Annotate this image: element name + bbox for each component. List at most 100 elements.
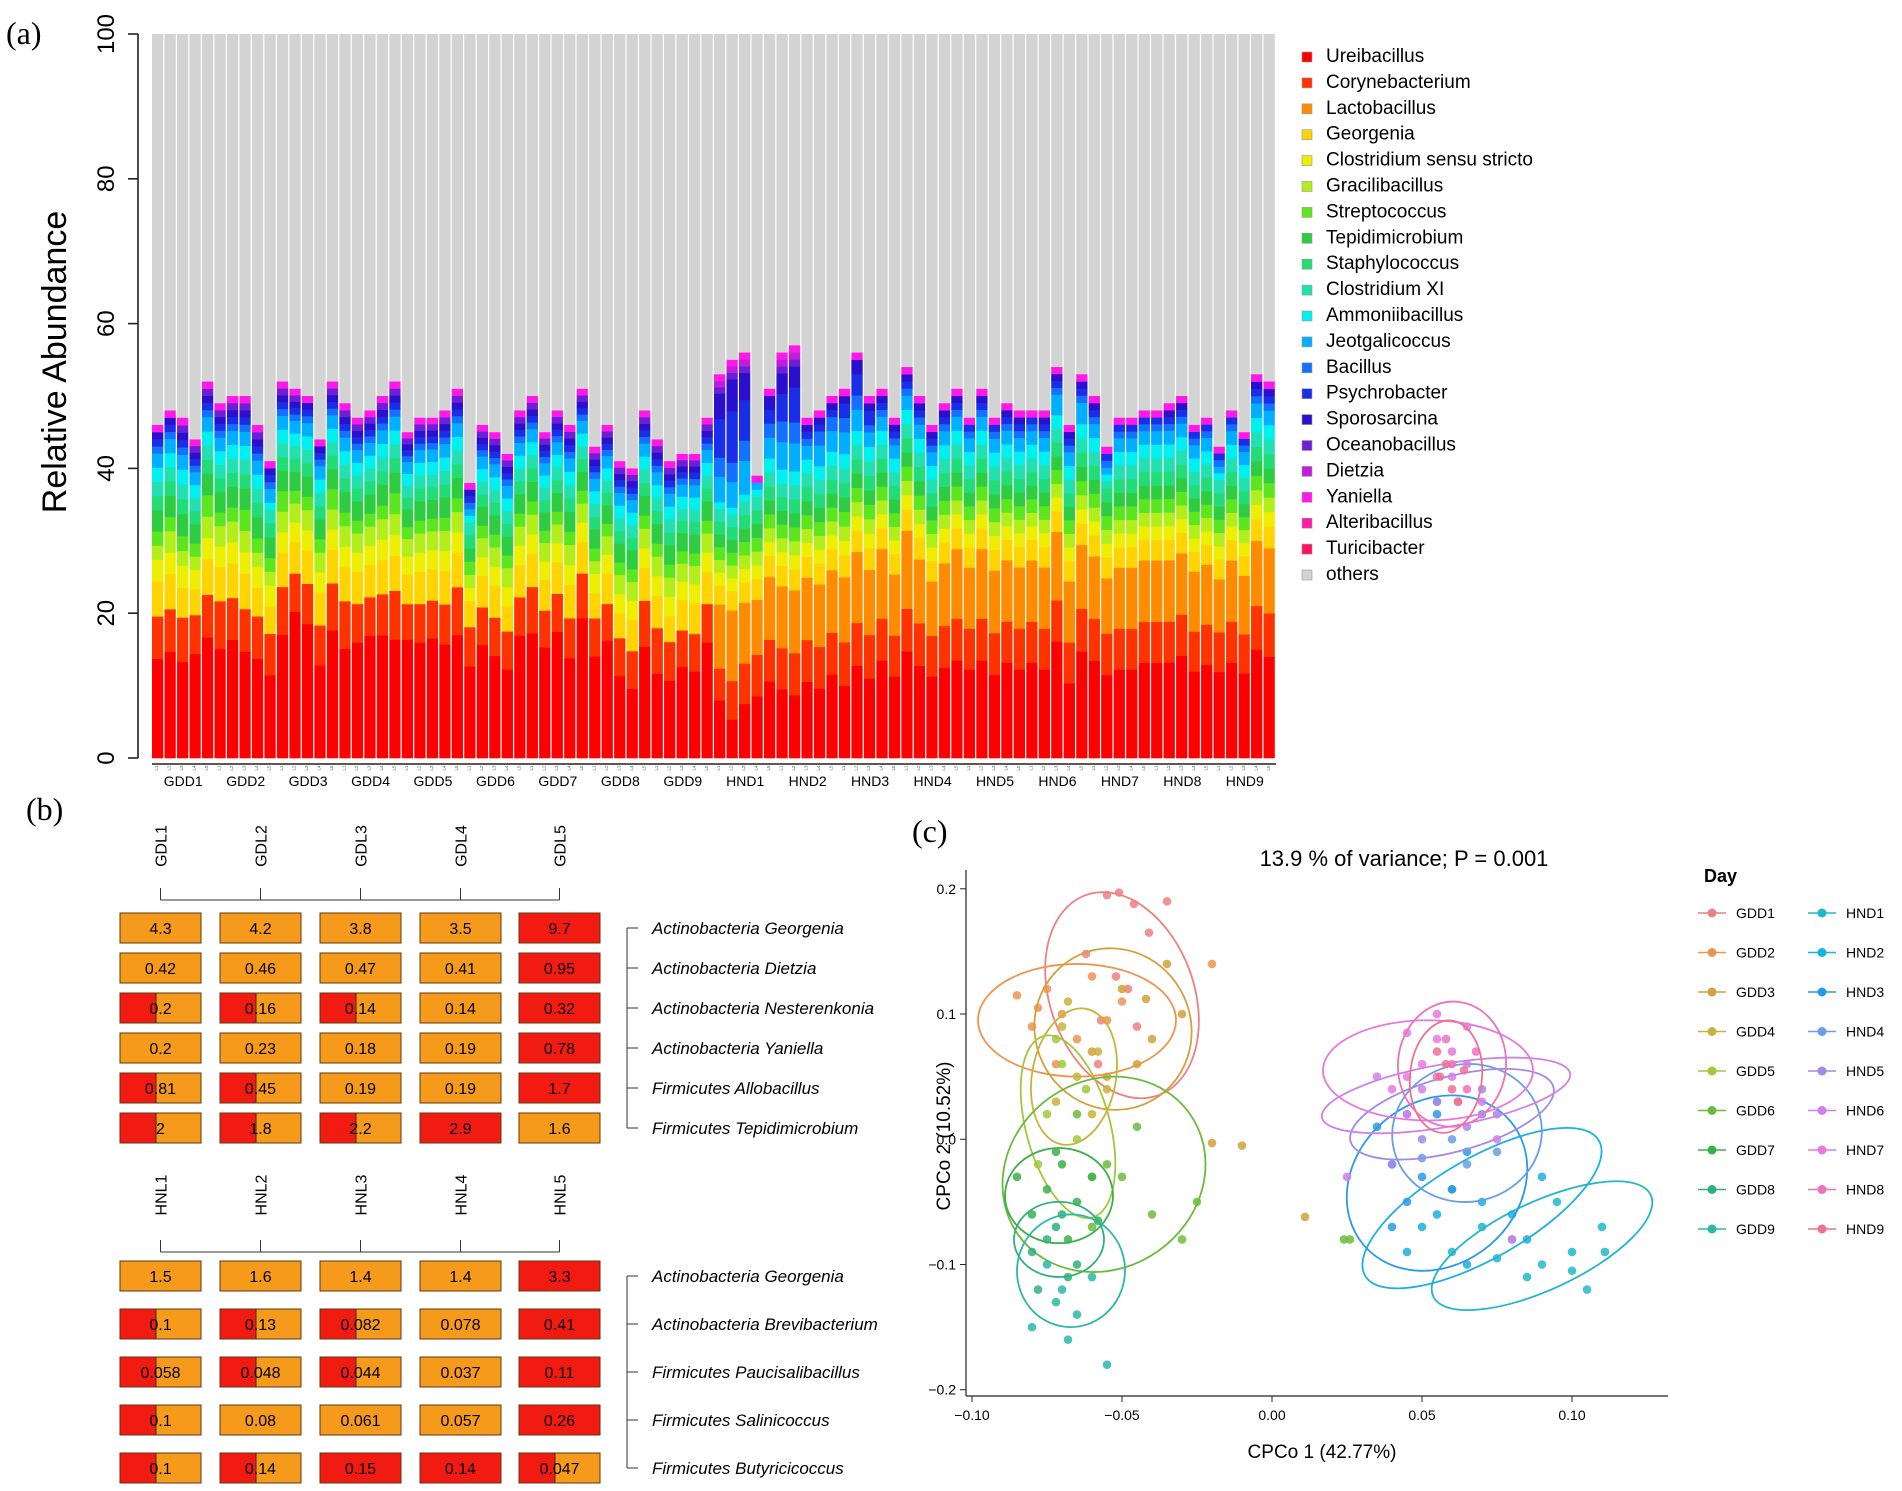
bar-segment — [264, 461, 276, 469]
x-sub-tick-label: L1 — [779, 765, 784, 771]
bar-segment — [763, 500, 776, 515]
data-point-hnd7 — [1447, 1047, 1457, 1056]
panel-c-x-label: CPCo 1 (42.77%) — [1248, 1442, 1397, 1463]
bar-segment — [364, 481, 376, 495]
bar-segment — [526, 632, 538, 759]
x-sub-tick-label: L3 — [866, 765, 871, 771]
heatmap-value: 1.7 — [548, 1081, 570, 1098]
data-point-hnd8 — [1447, 1059, 1457, 1069]
x-sub-tick-label: L3 — [1241, 765, 1246, 771]
bar-segment — [701, 552, 713, 573]
bar-segment — [738, 528, 751, 543]
bar-segment — [226, 396, 239, 404]
bar-segment — [801, 542, 813, 557]
bar-segment — [1251, 490, 1263, 505]
x-sub-tick-label: L1 — [404, 765, 409, 771]
bar-segment — [626, 468, 638, 475]
legend-swatch — [1301, 388, 1313, 400]
bar-segment — [564, 584, 576, 619]
bar-segment — [988, 535, 1001, 550]
bar-segment — [239, 509, 251, 532]
bar-segment-others — [576, 34, 588, 389]
bar-segment — [401, 509, 414, 528]
heatmap-column-label: HNL4 — [454, 1174, 471, 1215]
data-point-hnd6 — [1447, 1072, 1457, 1081]
heatmap-value: 0.42 — [145, 961, 176, 978]
x-group-label: HND5 — [976, 773, 1014, 789]
bar-segment — [614, 638, 626, 677]
x-sub-tick-label: L3 — [491, 765, 496, 771]
bar-segment — [963, 424, 976, 432]
bar-segment — [664, 486, 676, 494]
bar-segment — [326, 509, 339, 530]
bar-segment-others — [801, 34, 813, 418]
x-group-label: GDD4 — [351, 773, 390, 789]
x-sub-tick-label: L1 — [904, 765, 909, 771]
bar-segment — [1088, 402, 1100, 411]
data-point-gdd7 — [1027, 1210, 1037, 1219]
bar-segment — [201, 594, 214, 638]
bar-segment — [863, 461, 876, 476]
bar-segment — [1051, 600, 1063, 642]
bar-segment — [489, 502, 501, 516]
bar-segment — [364, 635, 376, 759]
bar-segment-others — [963, 34, 976, 418]
bar-segment — [589, 592, 601, 619]
bar-segment — [489, 489, 501, 503]
bar-segment — [1026, 458, 1038, 473]
x-sub-tick-label: L4 — [941, 765, 946, 771]
bar-segment — [152, 559, 164, 582]
bar-segment — [226, 402, 239, 411]
bar-segment — [201, 473, 214, 496]
bar-segment — [1151, 410, 1163, 418]
bar-segment — [364, 429, 376, 437]
bar-segment — [476, 506, 488, 526]
bar-segment — [726, 481, 738, 508]
bar-segment — [1226, 424, 1238, 432]
legend-key-dot — [1817, 1066, 1827, 1076]
bar-segment — [963, 533, 976, 548]
bar-segment — [589, 561, 601, 575]
bar-segment — [239, 403, 251, 411]
bar-segment — [514, 468, 526, 482]
bar-segment — [976, 514, 988, 529]
bar-segment — [1163, 430, 1175, 445]
bar-segment — [826, 674, 838, 759]
bar-segment-others — [1238, 34, 1250, 433]
x-sub-tick-label: L2 — [1103, 765, 1108, 771]
bar-segment-others — [389, 34, 401, 382]
heatmap-column-label: GDL3 — [354, 825, 371, 867]
bar-segment — [1026, 662, 1038, 759]
data-point-hnd7 — [1432, 1034, 1442, 1044]
bar-segment — [988, 674, 1001, 759]
bar-segment — [938, 444, 951, 460]
bar-segment — [888, 553, 901, 575]
bar-segment — [976, 618, 988, 661]
heatmap-cell — [119, 952, 202, 984]
bar-segment — [451, 450, 464, 465]
bar-segment — [1126, 492, 1138, 507]
bar-segment — [501, 466, 513, 474]
bar-segment — [439, 497, 451, 518]
bar-segment — [951, 500, 963, 515]
bar-segment — [888, 526, 901, 541]
data-point-hnd7 — [1387, 1084, 1397, 1094]
bar-segment-others — [876, 34, 888, 389]
bar-segment — [813, 563, 826, 585]
bar-segment — [376, 416, 389, 424]
bar-segment — [826, 479, 838, 494]
heatmap-cell — [319, 952, 402, 984]
bar-segment — [1076, 374, 1088, 382]
bar-segment — [888, 424, 901, 432]
bar-segment — [888, 417, 901, 425]
bar-segment — [589, 491, 601, 505]
bar-segment — [1063, 560, 1075, 582]
bar-segment — [1126, 628, 1138, 670]
bar-segment — [626, 537, 638, 551]
bar-segment — [226, 639, 239, 759]
bar-segment — [1263, 656, 1275, 759]
bar-segment — [951, 514, 963, 529]
data-point-gdd3 — [1177, 1009, 1187, 1019]
heatmap-value: 0.81 — [145, 1081, 176, 1098]
bar-segment — [1026, 512, 1038, 527]
